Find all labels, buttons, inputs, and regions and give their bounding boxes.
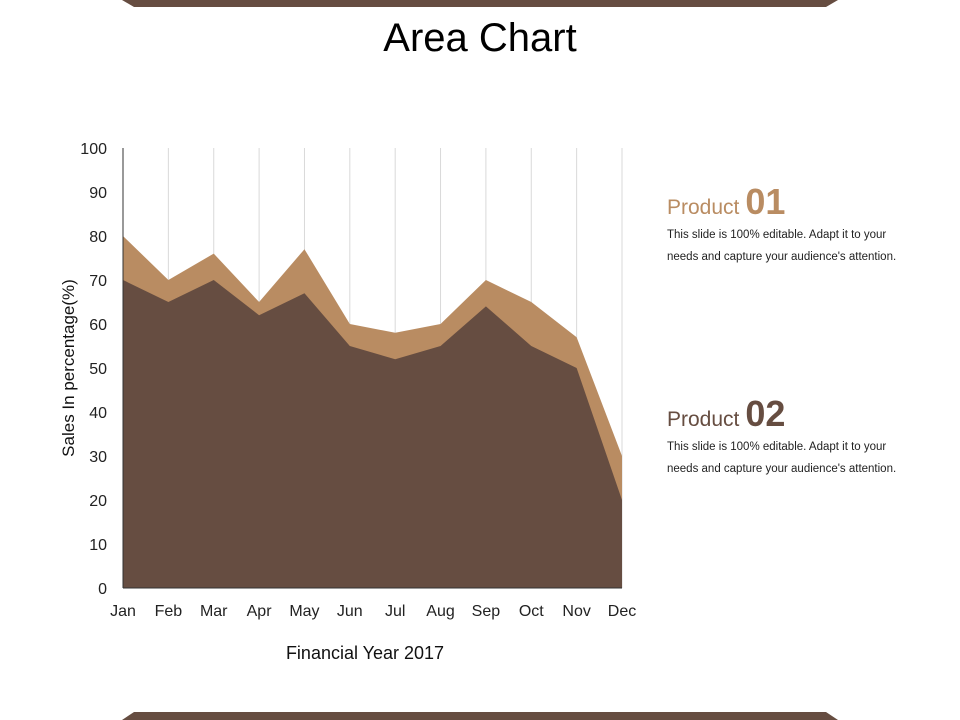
chart-areas	[123, 236, 622, 588]
legend-product-01-line-1: This slide is 100% editable. Adapt it to…	[667, 229, 887, 241]
top-band-shape	[122, 0, 838, 7]
x-tick-label-oct: Oct	[519, 603, 544, 620]
y-axis-title: Sales In percentage(%)	[59, 279, 78, 457]
x-tick-label-jul: Jul	[385, 603, 405, 620]
y-tick-label-70: 70	[89, 273, 107, 290]
x-axis-title: Financial Year 2017	[286, 643, 444, 663]
x-tick-label-jun: Jun	[337, 603, 363, 620]
x-tick-label-aug: Aug	[426, 603, 454, 620]
bottom-decorative-band	[122, 712, 838, 720]
legend-product-02-line-1: This slide is 100% editable. Adapt it to…	[667, 441, 887, 453]
area-series-2	[123, 280, 622, 588]
y-tick-label-10: 10	[89, 537, 107, 554]
legend-product-02-description: This slide is 100% editable. Adapt it to…	[667, 436, 947, 480]
x-tick-label-may: May	[289, 603, 319, 620]
x-tick-label-sep: Sep	[472, 603, 501, 620]
legend-product-02-word: Product	[667, 408, 740, 431]
legend-product-01-heading: Product 01	[667, 180, 947, 224]
y-tick-label-30: 30	[89, 449, 107, 466]
page-title: Area Chart	[383, 16, 577, 60]
legend-product-02-number: 02	[745, 393, 786, 434]
y-tick-label-0: 0	[98, 581, 107, 598]
top-decorative-band	[122, 0, 838, 7]
x-tick-label-jan: Jan	[110, 603, 136, 620]
y-tick-label-40: 40	[89, 405, 107, 422]
y-tick-label-50: 50	[89, 361, 107, 378]
y-tick-label-20: 20	[89, 493, 107, 510]
x-tick-label-mar: Mar	[200, 603, 228, 620]
legend-product-01-number: 01	[745, 181, 786, 222]
legend-product-01-word: Product	[667, 196, 740, 219]
legend-product-02-heading: Product 02	[667, 392, 947, 436]
legend-product-01-line-2: needs and capture your audience's attent…	[667, 251, 897, 263]
x-tick-label-apr: Apr	[247, 603, 273, 620]
y-tick-label-90: 90	[89, 185, 107, 202]
legend-product-02-line-2: needs and capture your audience's attent…	[667, 463, 897, 475]
x-tick-label-dec: Dec	[608, 603, 636, 620]
chart-axes	[122, 148, 622, 589]
y-tick-label-60: 60	[89, 317, 107, 334]
bottom-band-shape	[122, 712, 838, 720]
y-tick-label-80: 80	[89, 229, 107, 246]
legend-product-02: Product 02 This slide is 100% editable. A…	[667, 392, 947, 480]
x-tick-label-nov: Nov	[562, 603, 590, 620]
legend-product-01-description: This slide is 100% editable. Adapt it to…	[667, 224, 947, 268]
legend-product-01: Product 01 This slide is 100% editable. A…	[667, 180, 947, 268]
x-tick-label-feb: Feb	[155, 603, 183, 620]
chart-labels: 0 10 20 30 40 50 60 70 80 90 100 Jan Feb Mar Apr May Jun…	[59, 141, 636, 663]
y-tick-label-100: 100	[80, 141, 107, 158]
